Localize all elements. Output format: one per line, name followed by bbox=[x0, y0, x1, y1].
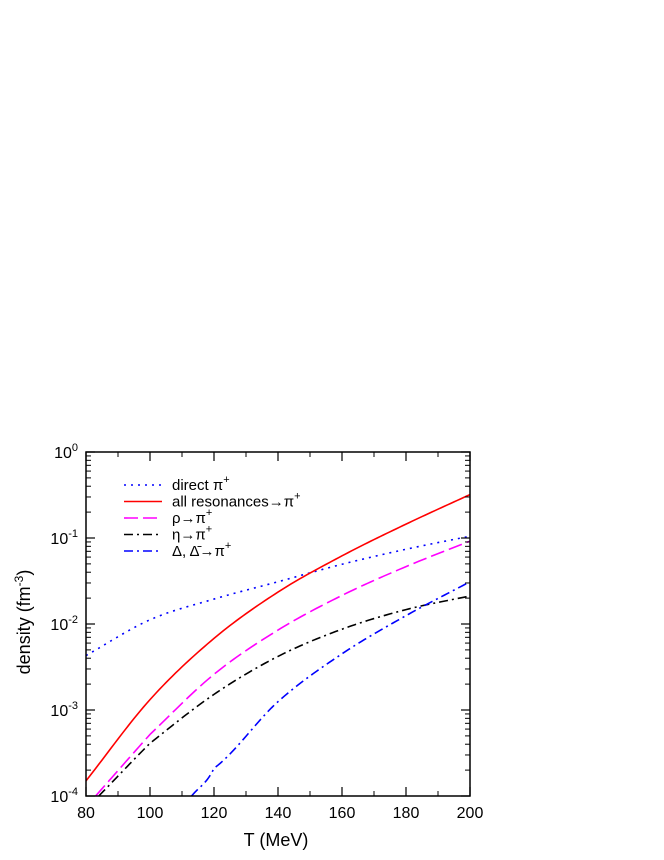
legend-item-delta: Δ, Δ̄→π+ bbox=[124, 540, 231, 560]
legend-label-sup: + bbox=[294, 491, 300, 503]
y-tick-label-exponent: 0 bbox=[72, 442, 78, 454]
y-tick-label-exponent: -4 bbox=[68, 786, 78, 798]
legend-label: η→π+ bbox=[172, 524, 212, 544]
legend-item-rho: ρ→π+ bbox=[124, 507, 212, 527]
series-delta bbox=[190, 581, 471, 797]
series-group bbox=[85, 493, 471, 797]
series-all-resonances bbox=[85, 493, 471, 782]
y-tick-label-base: 10 bbox=[50, 703, 68, 720]
y-tick-label: 10-2 bbox=[50, 614, 78, 634]
legend-label-main: all resonances→π bbox=[172, 494, 294, 511]
y-tick-label: 10-1 bbox=[50, 528, 78, 548]
y-axis-label: density (fm-3) bbox=[12, 570, 34, 675]
x-tick-label: 80 bbox=[77, 805, 95, 822]
legend-label-sup: + bbox=[223, 474, 229, 486]
y-tick-label-exponent: -3 bbox=[68, 700, 78, 712]
x-tick-label: 160 bbox=[329, 805, 356, 822]
legend-label-sup: + bbox=[225, 540, 231, 552]
legend-label-main: η→π bbox=[172, 527, 206, 544]
x-tick-label: 200 bbox=[457, 805, 484, 822]
y-axis-label-main: density (fm bbox=[14, 586, 34, 674]
y-tick-label: 10-3 bbox=[50, 700, 78, 720]
legend-item-eta: η→π+ bbox=[124, 524, 212, 544]
y-tick-label-base: 10 bbox=[50, 789, 68, 806]
legend-label: direct π+ bbox=[172, 474, 230, 494]
legend-label-main: direct π bbox=[172, 477, 223, 494]
x-tick-label: 120 bbox=[201, 805, 228, 822]
legend: direct π+all resonances→π+ρ→π+η→π+Δ, Δ̄→… bbox=[124, 474, 301, 560]
legend-label-main: ρ→π bbox=[172, 510, 206, 527]
legend-item-direct-pi: direct π+ bbox=[124, 474, 230, 494]
y-axis-label-end: ) bbox=[14, 570, 34, 576]
legend-label: Δ, Δ̄→π+ bbox=[172, 540, 231, 560]
legend-item-all-resonances: all resonances→π+ bbox=[124, 491, 301, 511]
legend-label-sup: + bbox=[206, 507, 212, 519]
y-tick-label-base: 10 bbox=[50, 617, 68, 634]
legend-label: ρ→π+ bbox=[172, 507, 212, 527]
series-rho bbox=[95, 540, 471, 797]
y-axis-label-exponent: -3 bbox=[12, 575, 26, 586]
y-tick-label: 100 bbox=[54, 442, 78, 462]
legend-label-sup: + bbox=[206, 524, 212, 536]
y-tick-label-exponent: -1 bbox=[68, 528, 78, 540]
x-tick-label: 180 bbox=[393, 805, 420, 822]
x-axis-label: T (MeV) bbox=[244, 830, 309, 850]
x-tick-label: 140 bbox=[265, 805, 292, 822]
series-eta bbox=[98, 595, 471, 797]
y-tick-label-base: 10 bbox=[50, 531, 68, 548]
legend-label: all resonances→π+ bbox=[172, 491, 301, 511]
y-tick-label-base: 10 bbox=[54, 445, 72, 462]
y-tick-label-exponent: -2 bbox=[68, 614, 78, 626]
x-tick-label: 100 bbox=[137, 805, 164, 822]
y-tick-label: 10-4 bbox=[50, 786, 78, 806]
series-direct-pi bbox=[85, 535, 471, 657]
legend-label-main: Δ, Δ̄→π bbox=[172, 543, 225, 560]
